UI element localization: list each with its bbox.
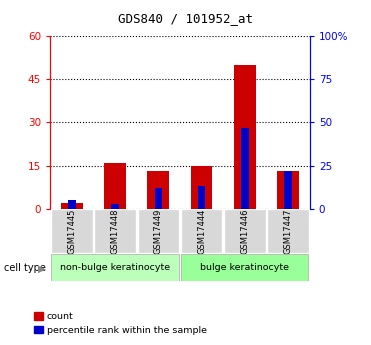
Text: GSM17447: GSM17447 bbox=[284, 208, 293, 254]
Bar bbox=[148, 171, 169, 209]
Bar bbox=[241, 128, 249, 209]
Text: cell type: cell type bbox=[4, 264, 46, 273]
Bar bbox=[224, 209, 266, 253]
Legend: count, percentile rank within the sample: count, percentile rank within the sample bbox=[31, 308, 210, 338]
Bar bbox=[68, 200, 76, 209]
Text: non-bulge keratinocyte: non-bulge keratinocyte bbox=[60, 263, 170, 272]
Bar bbox=[61, 203, 82, 209]
Text: GSM17446: GSM17446 bbox=[240, 208, 249, 254]
Bar bbox=[181, 209, 222, 253]
Text: GSM17444: GSM17444 bbox=[197, 208, 206, 254]
Bar bbox=[284, 171, 292, 209]
Bar bbox=[267, 209, 309, 253]
Text: GSM17449: GSM17449 bbox=[154, 208, 163, 254]
Text: GSM17448: GSM17448 bbox=[111, 208, 119, 254]
Text: bulge keratinocyte: bulge keratinocyte bbox=[200, 263, 289, 272]
Bar bbox=[198, 186, 206, 209]
Bar bbox=[154, 188, 162, 209]
Bar bbox=[234, 65, 256, 209]
Bar bbox=[111, 204, 119, 209]
Bar bbox=[51, 254, 179, 280]
Bar bbox=[191, 166, 212, 209]
Text: ▶: ▶ bbox=[37, 264, 46, 273]
Bar bbox=[51, 209, 92, 253]
Bar bbox=[138, 209, 179, 253]
Text: GDS840 / 101952_at: GDS840 / 101952_at bbox=[118, 12, 253, 25]
Text: GSM17445: GSM17445 bbox=[67, 208, 76, 254]
Bar bbox=[181, 254, 309, 280]
Bar bbox=[278, 171, 299, 209]
Bar bbox=[104, 163, 126, 209]
Bar bbox=[94, 209, 136, 253]
